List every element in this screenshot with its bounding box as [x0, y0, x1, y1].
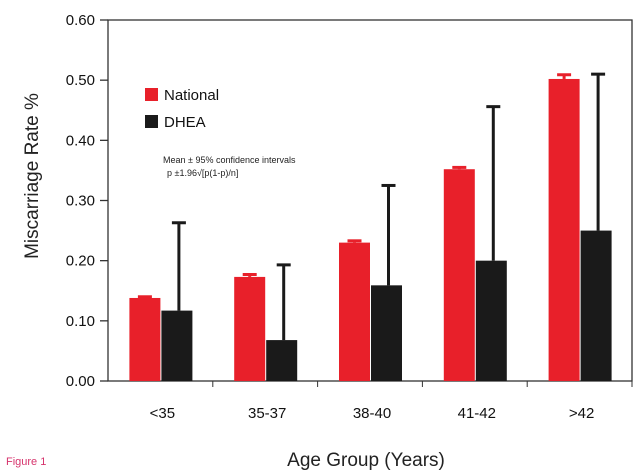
x-axis-title: Age Group (Years) — [287, 450, 445, 471]
x-tick-label: 41-42 — [458, 405, 496, 422]
x-tick-label: 38-40 — [353, 405, 391, 422]
y-tick-label: 0.50 — [66, 72, 95, 89]
legend: National DHEA — [145, 87, 219, 131]
bar-national-0 — [129, 297, 161, 381]
legend-swatch-dhea — [145, 115, 158, 128]
y-tick-label: 0.60 — [66, 12, 95, 29]
bar-national-2 — [339, 242, 370, 381]
y-tick-label: 0.00 — [66, 373, 95, 390]
annotation-line-2: p ±1.96√[p(1-p)/n] — [167, 168, 238, 178]
y-tick-label: 0.10 — [66, 313, 95, 330]
legend-label-national: National — [164, 87, 219, 104]
y-tick-label: 0.20 — [66, 253, 95, 270]
bar-dhea-4 — [580, 230, 612, 381]
figure-label: Figure 1 — [6, 456, 47, 468]
bar-national-3 — [443, 169, 475, 381]
bar-national-1 — [234, 276, 266, 381]
bar-dhea-1 — [266, 340, 298, 381]
bars — [129, 72, 612, 382]
y-tick-label: 0.40 — [66, 132, 95, 149]
x-tick-label: >42 — [569, 405, 594, 422]
x-tick-label: 35-37 — [248, 405, 286, 422]
axes: 0.00 0.10 0.20 0.30 0.40 0.50 0.60 <35 35-37 38-4… — [66, 12, 633, 422]
bar-dhea-3 — [475, 260, 507, 381]
y-axis-title: Miscarriage Rate % — [22, 93, 43, 259]
annotation-line-1: Mean ± 95% confidence intervals — [163, 155, 296, 165]
x-tick-label: <35 — [150, 405, 175, 422]
bar-dhea-0 — [161, 310, 193, 381]
y-tick-label: 0.30 — [66, 193, 95, 210]
legend-swatch-national — [145, 88, 158, 101]
bar-national-4 — [548, 78, 580, 382]
bar-dhea-2 — [371, 285, 402, 381]
legend-label-dhea: DHEA — [164, 114, 206, 131]
